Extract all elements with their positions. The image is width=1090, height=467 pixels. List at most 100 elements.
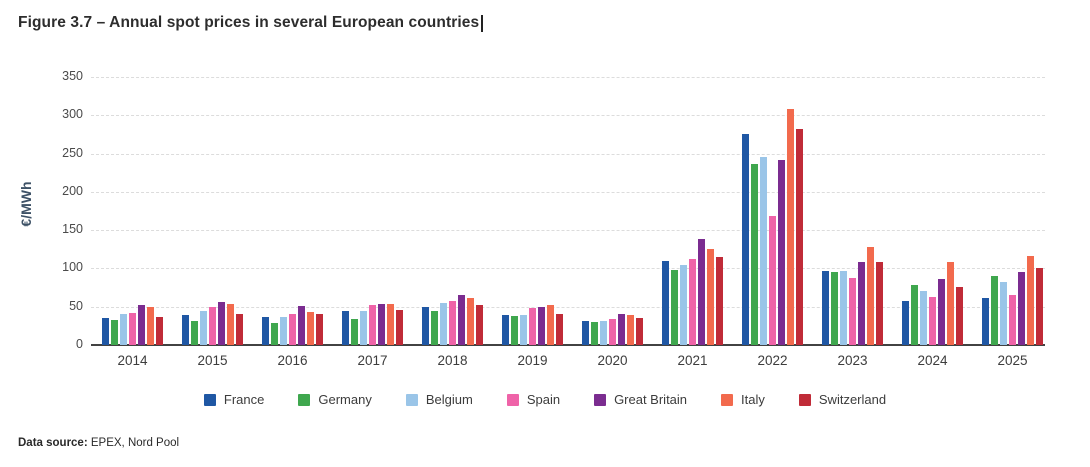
bar-spain-2023[interactable] (849, 278, 856, 345)
bar-germany-2016[interactable] (271, 322, 278, 345)
bar-great-britain-2017[interactable] (378, 304, 385, 345)
bar-germany-2018[interactable] (431, 310, 438, 345)
bar-belgium-2024[interactable] (920, 291, 927, 345)
bar-italy-2014[interactable] (147, 306, 154, 345)
bar-great-britain-2020[interactable] (618, 314, 625, 345)
bar-italy-2019[interactable] (547, 305, 554, 345)
bar-belgium-2019[interactable] (520, 315, 527, 345)
bar-belgium-2014[interactable] (120, 313, 127, 345)
bar-spain-2018[interactable] (449, 301, 456, 345)
bar-belgium-2015[interactable] (200, 310, 207, 345)
bar-italy-2024[interactable] (947, 261, 954, 345)
figure-title-wrap[interactable]: Figure 3.7 – Annual spot prices in sever… (18, 14, 483, 32)
bar-switzerland-2014[interactable] (156, 316, 163, 345)
bar-france-2017[interactable] (342, 310, 349, 345)
bar-switzerland-2020[interactable] (636, 318, 643, 345)
bar-switzerland-2017[interactable] (396, 309, 403, 345)
legend-item-france[interactable]: France (203, 392, 264, 407)
bar-france-2015[interactable] (182, 315, 189, 345)
bar-italy-2016[interactable] (307, 312, 314, 345)
bar-switzerland-2021[interactable] (716, 256, 723, 345)
bar-france-2024[interactable] (902, 300, 909, 345)
bar-switzerland-2015[interactable] (236, 314, 243, 345)
bar-italy-2023[interactable] (867, 247, 874, 345)
bar-france-2018[interactable] (422, 306, 429, 345)
bar-belgium-2023[interactable] (840, 270, 847, 345)
bar-switzerland-2019[interactable] (556, 313, 563, 345)
legend-item-great-britain[interactable]: Great Britain (594, 392, 687, 407)
bar-italy-2018[interactable] (467, 298, 474, 345)
bar-italy-2025[interactable] (1027, 256, 1034, 345)
bar-france-2016[interactable] (262, 316, 269, 345)
bar-france-2023[interactable] (822, 270, 829, 345)
bar-great-britain-2022[interactable] (778, 159, 785, 345)
bar-spain-2020[interactable] (609, 318, 616, 345)
legend-item-belgium[interactable]: Belgium (405, 392, 473, 407)
bar-great-britain-2015[interactable] (218, 302, 225, 345)
bar-switzerland-2024[interactable] (956, 286, 963, 345)
bar-belgium-2021[interactable] (680, 265, 687, 345)
x-label-2024: 2024 (917, 353, 948, 368)
bar-spain-2014[interactable] (129, 312, 136, 345)
bar-spain-2024[interactable] (929, 296, 936, 345)
bar-switzerland-2016[interactable] (316, 314, 323, 345)
bar-germany-2024[interactable] (911, 284, 918, 345)
bar-germany-2014[interactable] (111, 319, 118, 345)
bar-germany-2020[interactable] (591, 322, 598, 345)
bar-italy-2021[interactable] (707, 249, 714, 345)
bar-spain-2022[interactable] (769, 216, 776, 345)
bar-germany-2021[interactable] (671, 269, 678, 345)
x-label-2017: 2017 (357, 353, 388, 368)
bar-spain-2025[interactable] (1009, 295, 1016, 345)
bar-belgium-2017[interactable] (360, 310, 367, 345)
bar-germany-2015[interactable] (191, 320, 198, 345)
bar-spain-2021[interactable] (689, 259, 696, 345)
gridline-250 (91, 153, 1045, 155)
bar-france-2019[interactable] (502, 315, 509, 345)
bar-france-2025[interactable] (982, 298, 989, 345)
bar-spain-2019[interactable] (529, 308, 536, 345)
y-tick-200: 200 (62, 183, 83, 198)
bar-germany-2019[interactable] (511, 315, 518, 345)
legend-item-spain[interactable]: Spain (506, 392, 560, 407)
bar-great-britain-2024[interactable] (938, 279, 945, 345)
bar-belgium-2020[interactable] (600, 321, 607, 345)
figure-title[interactable]: Figure 3.7 – Annual spot prices in sever… (18, 14, 480, 31)
bar-spain-2015[interactable] (209, 306, 216, 345)
bar-belgium-2016[interactable] (280, 316, 287, 345)
bar-great-britain-2021[interactable] (698, 239, 705, 345)
bar-italy-2015[interactable] (227, 304, 234, 345)
bar-germany-2022[interactable] (751, 164, 758, 345)
bar-great-britain-2014[interactable] (138, 305, 145, 345)
bar-belgium-2025[interactable] (1000, 282, 1007, 345)
bar-france-2021[interactable] (662, 260, 669, 345)
bar-italy-2020[interactable] (627, 315, 634, 345)
bar-germany-2025[interactable] (991, 276, 998, 345)
bar-switzerland-2018[interactable] (476, 305, 483, 345)
y-tick-50: 50 (69, 298, 83, 313)
bar-great-britain-2023[interactable] (858, 262, 865, 345)
y-tick-100: 100 (62, 260, 83, 275)
bar-france-2020[interactable] (582, 320, 589, 345)
bar-switzerland-2025[interactable] (1036, 267, 1043, 345)
bar-germany-2023[interactable] (831, 271, 838, 345)
bar-belgium-2022[interactable] (760, 157, 767, 345)
bar-great-britain-2019[interactable] (538, 306, 545, 345)
bar-switzerland-2023[interactable] (876, 262, 883, 345)
bar-great-britain-2018[interactable] (458, 295, 465, 345)
legend-item-switzerland[interactable]: Switzerland (798, 392, 886, 407)
bar-italy-2017[interactable] (387, 303, 394, 345)
bar-italy-2022[interactable] (787, 109, 794, 345)
bar-great-britain-2016[interactable] (298, 305, 305, 345)
bar-spain-2016[interactable] (289, 314, 296, 345)
bar-switzerland-2022[interactable] (796, 129, 803, 345)
bar-france-2022[interactable] (742, 133, 749, 345)
bar-great-britain-2025[interactable] (1018, 272, 1025, 345)
bar-germany-2017[interactable] (351, 318, 358, 345)
gridline-150 (91, 230, 1045, 232)
legend-item-germany[interactable]: Germany (298, 392, 372, 407)
legend-item-italy[interactable]: Italy (721, 392, 765, 407)
bar-belgium-2018[interactable] (440, 302, 447, 345)
bar-spain-2017[interactable] (369, 305, 376, 345)
bar-france-2014[interactable] (102, 318, 109, 345)
